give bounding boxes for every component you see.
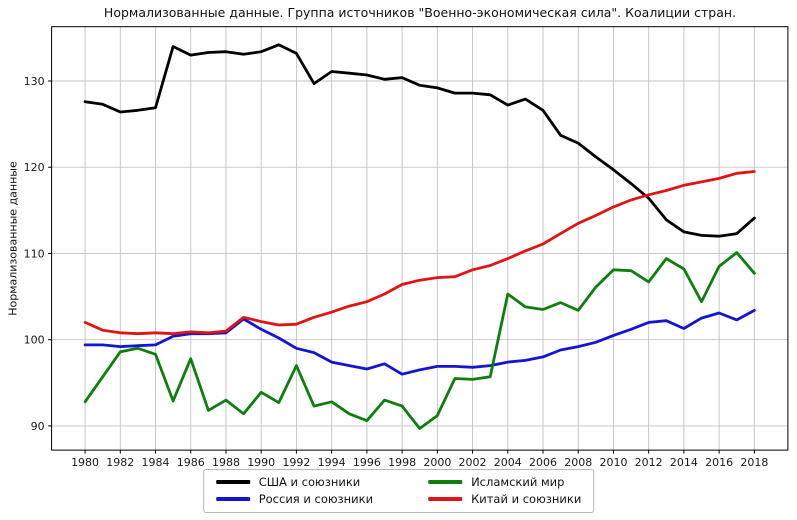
x-tick-label: 2010	[599, 456, 627, 469]
x-tick-label: 2002	[459, 456, 487, 469]
x-tick-label: 2008	[564, 456, 592, 469]
y-tick-label: 120	[24, 161, 45, 174]
legend-swatch-1	[215, 497, 250, 501]
legend-item-0: США и союзники	[215, 475, 373, 489]
legend: США и союзники Россия и союзники Исламский…	[202, 469, 595, 513]
series-line-3	[83, 170, 756, 336]
legend-swatch-2	[428, 480, 463, 484]
x-tick-label: 1996	[353, 456, 381, 469]
legend-label-2: Исламский мир	[471, 475, 565, 489]
legend-item-1: Россия и союзники	[215, 492, 374, 506]
x-tick-label: 1986	[177, 456, 205, 469]
x-tick-label: 2004	[494, 456, 522, 469]
plot-border	[51, 26, 789, 451]
x-tick-label: 1982	[106, 456, 134, 469]
x-tick-label: 2014	[670, 456, 698, 469]
x-tick-label: 1994	[318, 456, 346, 469]
series-line-2	[83, 251, 756, 430]
y-tick-label: 110	[24, 247, 45, 260]
legend-item-2: Исламский мир	[428, 475, 581, 489]
y-tick-label: 90	[31, 420, 45, 433]
series-line-0	[83, 43, 756, 238]
legend-swatch-3	[428, 497, 463, 501]
x-tick-label: 2018	[740, 456, 768, 469]
chart-title: Нормализованные данные. Группа источнико…	[103, 5, 737, 20]
x-tick-label: 1990	[247, 456, 275, 469]
legend-swatch-0	[215, 480, 250, 484]
y-tick-label: 100	[24, 334, 45, 347]
legend-label-3: Китай и союзники	[471, 492, 582, 506]
y-tick-label: 130	[24, 75, 45, 88]
x-tick-label: 1988	[212, 456, 240, 469]
x-tick-label: 1984	[142, 456, 170, 469]
legend-item-3: Китай и союзники	[428, 492, 581, 506]
x-tick-label: 2012	[635, 456, 663, 469]
x-tick-label: 1992	[282, 456, 310, 469]
x-tick-label: 2000	[423, 456, 451, 469]
legend-label-1: Россия и союзники	[258, 492, 374, 506]
x-tick-label: 2006	[529, 456, 557, 469]
x-tick-label: 1998	[388, 456, 416, 469]
x-tick-label: 2016	[705, 456, 733, 469]
legend-label-0: США и союзники	[258, 475, 361, 489]
x-tick-label: 1980	[71, 456, 99, 469]
series-line-1	[83, 308, 756, 376]
